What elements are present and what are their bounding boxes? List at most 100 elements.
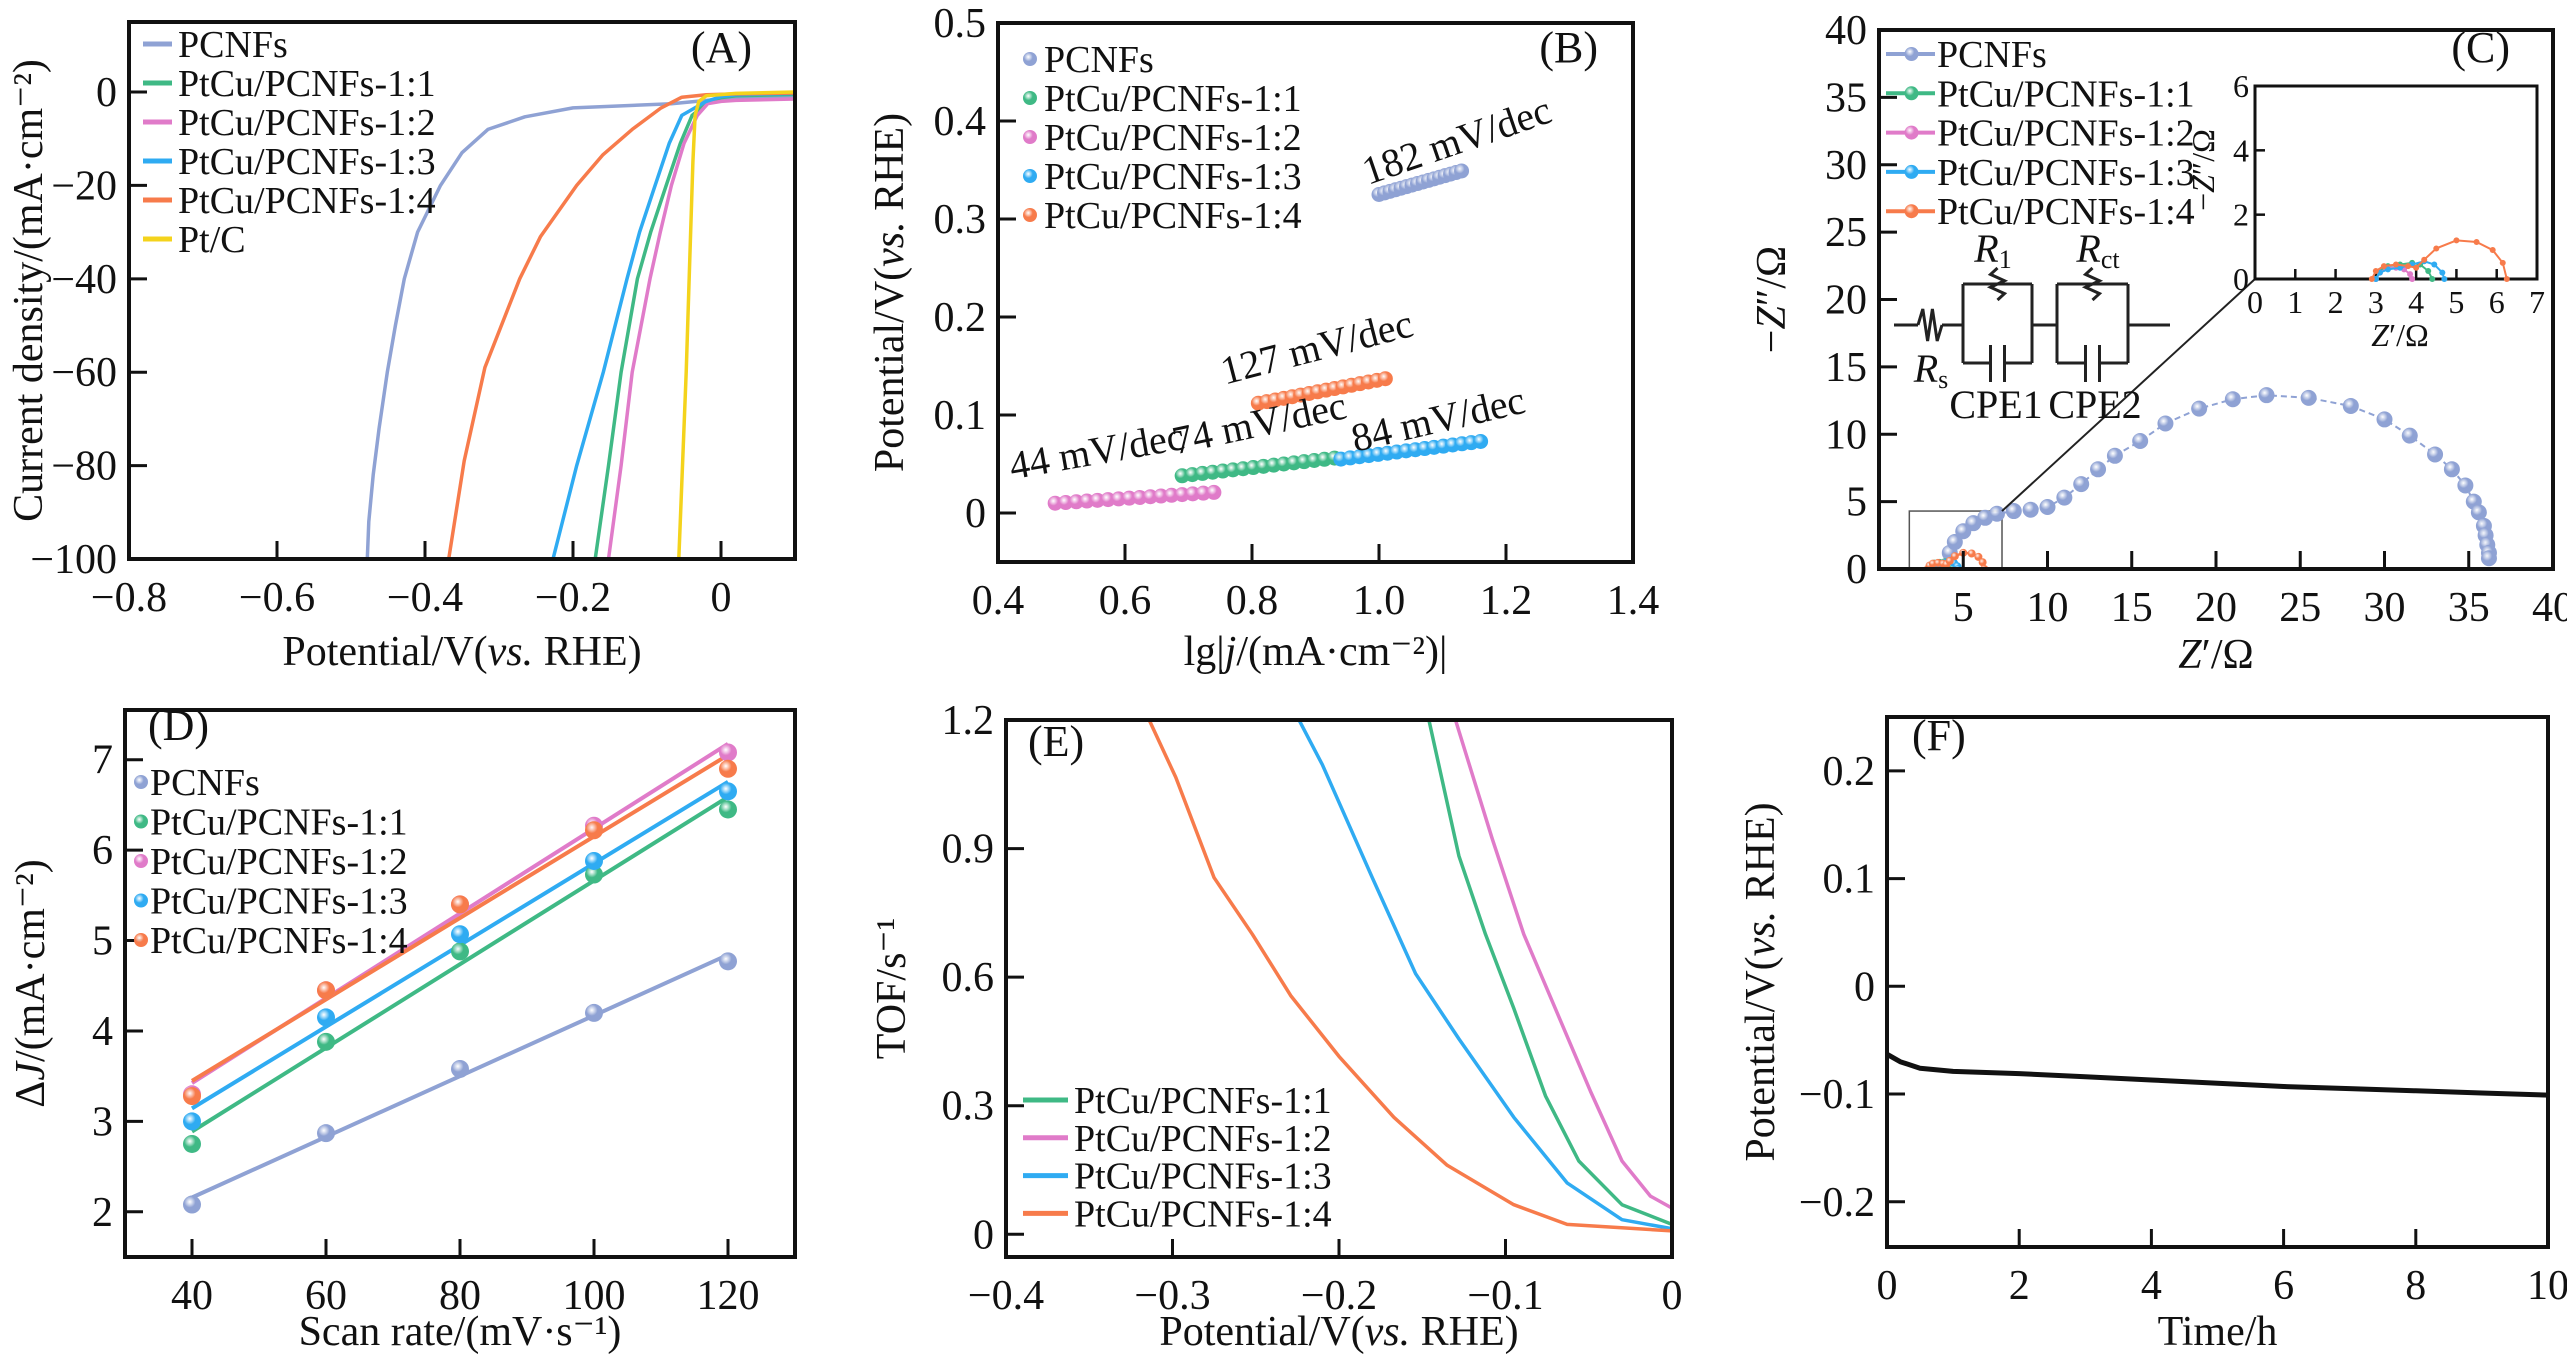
legend-label: PtCu/PCNFs-1:4 <box>150 920 408 962</box>
x-tick-label: 10 <box>2527 1263 2567 1309</box>
y-axis-title-part: RHE) <box>1738 802 1784 911</box>
legend: PCNFsPtCu/PCNFs-1:1PtCu/PCNFs-1:2PtCu/PC… <box>1023 39 1302 237</box>
x-axis-title-part: vs. <box>488 629 534 675</box>
inset-data-point <box>2453 237 2460 244</box>
plot-area <box>365 90 795 559</box>
data-point <box>585 851 603 870</box>
resistor-rs-icon <box>1916 308 1944 342</box>
data-point <box>2470 504 2487 521</box>
y-axis-title-part: Potential/V( <box>867 267 913 472</box>
y-tick-label: 5 <box>92 919 113 965</box>
y-axis-title-part: Potential/V( <box>1738 956 1784 1161</box>
legend-label: PtCu/PCNFs-1:3 <box>1937 152 2195 194</box>
x-axis-title-part: Potential/V( <box>282 629 487 675</box>
legend-swatch <box>134 775 148 789</box>
x-tick-label: −0.8 <box>91 575 167 621</box>
legend-label: PtCu/PCNFs-1:3 <box>150 881 408 923</box>
y-axis-title-part: Current density/(mA·cm⁻²) <box>6 59 52 522</box>
y-tick-label: 30 <box>1825 143 1867 189</box>
panel-label: (F) <box>1912 711 1966 760</box>
legend-swatch <box>1023 91 1037 105</box>
data-point <box>1206 484 1222 500</box>
x-tick-label: 20 <box>2195 585 2237 631</box>
plot-frame <box>1885 715 2550 1249</box>
x-tick-label: 4 <box>2141 1263 2162 1309</box>
plot-frame <box>123 708 797 1259</box>
data-point <box>2376 411 2393 428</box>
y-axis-title-part: − <box>1749 330 1795 354</box>
x-tick-label: 120 <box>697 1273 760 1319</box>
data-point <box>585 821 603 840</box>
legend-label: PCNFs <box>178 24 288 66</box>
data-point <box>1473 433 1489 449</box>
x-tick-label: 1.4 <box>1607 578 1660 624</box>
cpe-capacitor-icon <box>1963 345 2032 382</box>
x-tick-label: −0.3 <box>1134 1273 1210 1319</box>
x-axis-title-part: RHE) <box>533 629 642 675</box>
legend-label: PtCu/PCNFs-1:1 <box>1044 78 1302 120</box>
legend-label: PtCu/PCNFs-1:3 <box>1074 1156 1332 1198</box>
y-tick-label: 1.2 <box>942 698 995 744</box>
legend-swatch <box>1023 208 1037 222</box>
data-point <box>183 1112 201 1131</box>
x-tick-label: 6 <box>2273 1263 2294 1309</box>
data-point <box>1945 556 1954 565</box>
data-point <box>2401 427 2418 444</box>
legend-label: PtCu/PCNFs-1:2 <box>1044 117 1302 159</box>
data-point <box>2224 391 2241 408</box>
y-tick-label: 0.9 <box>942 827 995 873</box>
x-tick-label: 2 <box>2009 1263 2030 1309</box>
data-point <box>719 759 737 778</box>
x-tick-label: 0 <box>1877 1263 1898 1309</box>
legend: PCNFsPtCu/PCNFs-1:1PtCu/PCNFs-1:2PtCu/PC… <box>1886 34 2195 233</box>
data-point <box>719 952 737 971</box>
legend-label: PtCu/PCNFs-1:3 <box>178 141 436 183</box>
x-axis-title: Potential/V(vs. RHE) <box>1159 1309 1518 1355</box>
x-tick-label: −0.2 <box>535 575 611 621</box>
x-axis-title: Scan rate/(mV·s⁻¹) <box>299 1309 622 1355</box>
y-tick-label: 15 <box>1825 345 1867 391</box>
y-axis-title: Potential/V(vs. RHE) <box>867 113 913 472</box>
y-tick-label: 0 <box>1846 547 1867 593</box>
circuit-label-sub: 1 <box>1999 245 2012 274</box>
inset-x-tick-label: 4 <box>2408 284 2424 320</box>
data-point <box>317 1124 335 1143</box>
inset-frame <box>2253 84 2539 281</box>
circuit-label-sub: ct <box>2101 245 2121 274</box>
data-point <box>2056 489 2073 506</box>
inset-x-tick-label: 2 <box>2328 284 2344 320</box>
y-axis-title: −Z″/Ω <box>1749 246 1795 353</box>
legend: PCNFsPtCu/PCNFs-1:1PtCu/PCNFs-1:2PtCu/PC… <box>134 762 408 962</box>
data-point <box>2106 447 2123 464</box>
data-point <box>2005 503 2022 520</box>
panel-d: 40 60 80 100 120 2 3 4 5 6 7 Scan rate/(mV·s⁻¹) ΔJ/(… <box>8 701 797 1355</box>
data-point <box>585 865 603 884</box>
data-point <box>1946 534 1963 551</box>
y-tick-label: 40 <box>1825 8 1867 54</box>
y-tick-label: −100 <box>30 537 117 583</box>
data-point <box>1988 505 2005 522</box>
y-axis-title-part: RHE) <box>867 113 913 222</box>
series-line-0 <box>1427 720 1672 1227</box>
data-point <box>183 1087 201 1106</box>
legend-label: PtCu/PCNFs-1:1 <box>1937 73 2195 115</box>
series-line-0 <box>1887 1052 2548 1098</box>
data-point <box>2090 461 2107 478</box>
y-tick-label: 0.4 <box>934 99 987 145</box>
plot-frame <box>996 21 1635 564</box>
y-axis-title: TOF/s⁻¹ <box>869 918 915 1059</box>
data-point <box>2443 461 2460 478</box>
x-tick-label: 80 <box>439 1273 481 1319</box>
data-point <box>2073 476 2090 493</box>
parallel-branch <box>1961 282 2034 363</box>
y-axis-title-part: /(mA·cm⁻²) <box>8 859 54 1062</box>
legend-swatch <box>134 893 148 908</box>
y-tick-label: −20 <box>51 163 117 209</box>
inset-data-point <box>2368 276 2375 282</box>
y-tick-label: 0 <box>1854 964 1875 1010</box>
legend-marker <box>1904 47 1919 61</box>
legend: PCNFsPtCu/PCNFs-1:1PtCu/PCNFs-1:2PtCu/PC… <box>143 24 436 261</box>
series-line-2 <box>606 97 795 559</box>
